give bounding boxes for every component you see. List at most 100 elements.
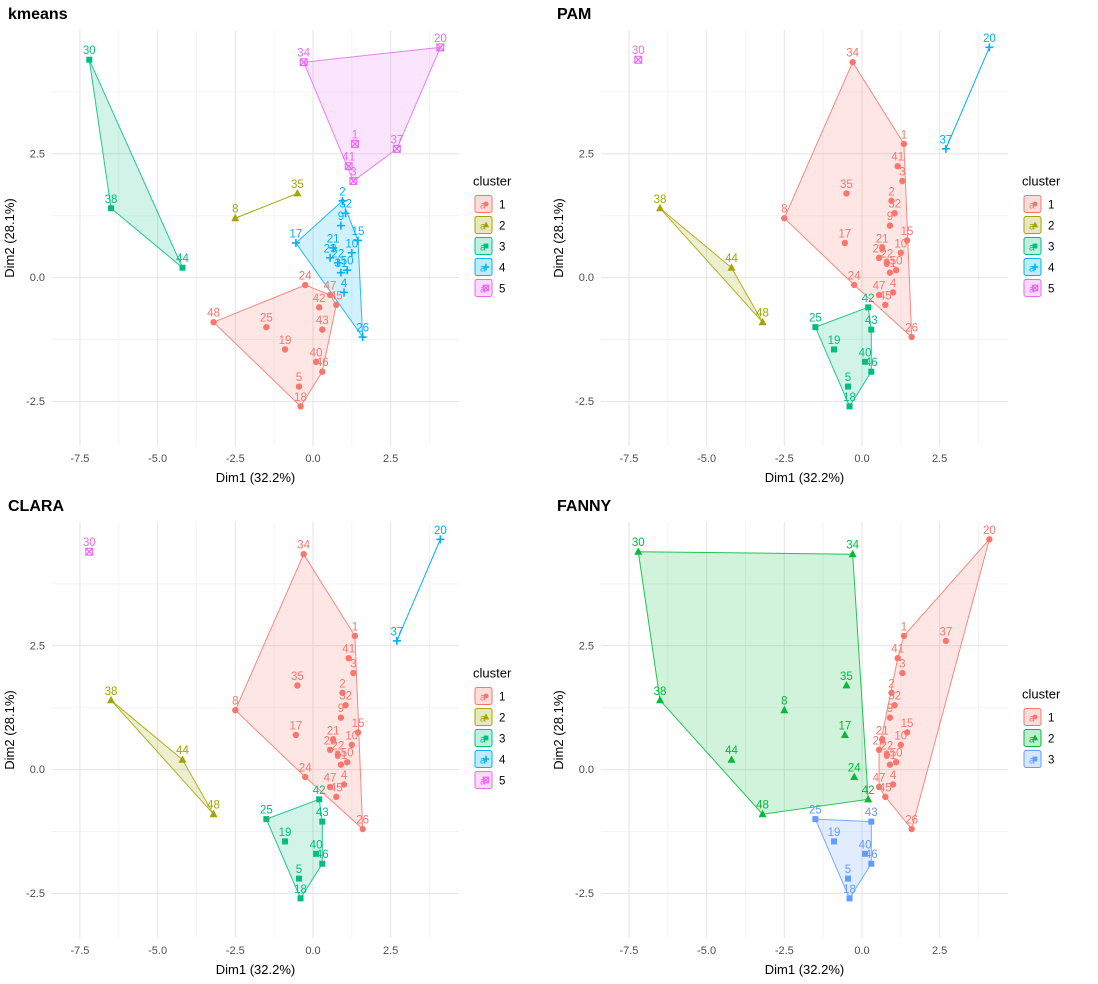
legend-label-1: 1 — [1048, 200, 1054, 212]
circle-point-marker — [351, 632, 359, 640]
point-label: 40 — [859, 839, 872, 851]
point-label: 35 — [291, 671, 304, 683]
square-point-marker — [868, 326, 875, 333]
point-label: 45 — [879, 290, 892, 302]
circle-point-marker — [908, 333, 915, 341]
point-label: 47 — [873, 772, 886, 784]
legend-key-3 — [1023, 750, 1042, 768]
legend-title: cluster — [473, 174, 512, 189]
point-label: 43 — [865, 315, 878, 327]
plus-point-marker — [941, 144, 950, 153]
plus-point-marker — [338, 196, 347, 205]
circle-point-marker — [1032, 714, 1038, 720]
square-point-marker — [263, 816, 270, 823]
legend-key-glyph-a: a — [480, 243, 486, 254]
point-label: 9 — [887, 703, 893, 715]
point-label: 24 — [848, 271, 861, 283]
point-label: 1 — [352, 129, 358, 141]
x-tick-label: 2.5 — [383, 945, 398, 957]
panel-title: FANNY — [557, 498, 612, 515]
square-point-marker — [846, 895, 853, 902]
point-label: 23 — [324, 243, 337, 255]
x-axis-label: Dim1 (32.2%) — [216, 962, 295, 977]
circle-point-marker — [888, 197, 895, 205]
point-label: 5 — [845, 864, 851, 876]
y-tick-label: 0.0 — [579, 272, 594, 284]
point-label: 46 — [865, 849, 878, 861]
legend-key-2 — [1023, 729, 1042, 747]
point-label: 26 — [905, 323, 918, 335]
boxed-x-point-marker — [482, 284, 490, 292]
point-label: 38 — [105, 194, 118, 206]
point-label: 50 — [341, 256, 354, 268]
legend-key-2 — [474, 216, 493, 234]
square-point-marker — [846, 403, 853, 410]
circle-point-marker — [889, 781, 897, 788]
point-label: 48 — [207, 800, 220, 812]
legend-key-glyph-a: a — [480, 714, 486, 725]
circle-point-marker — [339, 689, 346, 697]
x-tick-label: -2.5 — [775, 945, 794, 957]
circle-point-marker — [882, 793, 889, 801]
circle-point-marker — [875, 783, 883, 791]
boxed-x-point-marker — [344, 162, 353, 171]
boxed-x-point-marker — [85, 547, 94, 556]
legend: cluster a 1 a 2 a 3 — [1022, 687, 1061, 768]
circle-point-marker — [350, 669, 357, 677]
point-label: 22 — [880, 740, 893, 752]
plus-point-marker — [340, 288, 349, 297]
point-label: 45 — [879, 782, 892, 794]
circle-point-marker — [878, 244, 886, 252]
triangle-point-marker — [107, 695, 116, 704]
point-label: 25 — [809, 313, 822, 325]
plus-point-marker — [341, 209, 350, 218]
point-label: 19 — [828, 335, 841, 347]
circle-point-marker — [899, 669, 906, 677]
circle-point-marker — [878, 736, 886, 744]
circle-point-marker — [348, 741, 356, 749]
legend-label-4: 4 — [1048, 263, 1055, 275]
panel-clara: 34 1 41 3 35 8 17 2 32 9 15 21 23 22 10 50 31 24 4 47 45 26 38… — [0, 492, 549, 984]
point-label: 18 — [843, 392, 856, 404]
circle-point-marker — [883, 259, 891, 266]
legend-label-5: 5 — [1048, 284, 1054, 296]
boxed-x-point-marker — [634, 55, 643, 64]
point-label: 5 — [296, 372, 302, 384]
plus-point-marker — [326, 253, 335, 262]
circle-point-marker — [329, 736, 337, 744]
circle-point-marker — [342, 702, 349, 709]
circle-point-marker — [334, 751, 342, 758]
boxed-x-point-marker — [436, 43, 445, 52]
point-label: 35 — [840, 671, 853, 683]
plus-point-marker — [291, 238, 300, 247]
point-label: 1 — [352, 621, 358, 633]
x-tick-label: -7.5 — [619, 453, 638, 465]
point-label: 3 — [899, 167, 905, 179]
point-label: 17 — [289, 228, 302, 240]
point-label: 8 — [781, 204, 787, 216]
circle-point-marker — [281, 346, 289, 353]
y-tick-label: -2.5 — [575, 888, 594, 900]
point-label: 17 — [289, 720, 302, 732]
square-point-marker — [297, 895, 304, 902]
point-label: 18 — [294, 884, 307, 896]
circle-point-marker — [882, 301, 889, 309]
point-label: 2 — [888, 678, 894, 690]
point-label: 31 — [884, 258, 897, 270]
legend-key-3 — [474, 237, 493, 255]
y-tick-label: 2.5 — [579, 640, 594, 652]
legend-key-glyph-a: a — [1029, 714, 1035, 725]
point-label: 25 — [260, 805, 273, 817]
point-label: 1 — [901, 621, 907, 633]
square-point-marker — [295, 875, 302, 882]
square-point-marker — [812, 816, 819, 823]
x-tick-label: 2.5 — [383, 453, 398, 465]
point-label: 26 — [356, 323, 369, 335]
point-label: 37 — [390, 626, 403, 638]
x-tick-label: -5.0 — [148, 945, 167, 957]
triangle-point-marker — [864, 794, 873, 803]
circle-point-marker — [900, 632, 908, 640]
point-label: 2 — [339, 186, 345, 198]
legend-key-glyph-a: a — [1029, 201, 1035, 212]
